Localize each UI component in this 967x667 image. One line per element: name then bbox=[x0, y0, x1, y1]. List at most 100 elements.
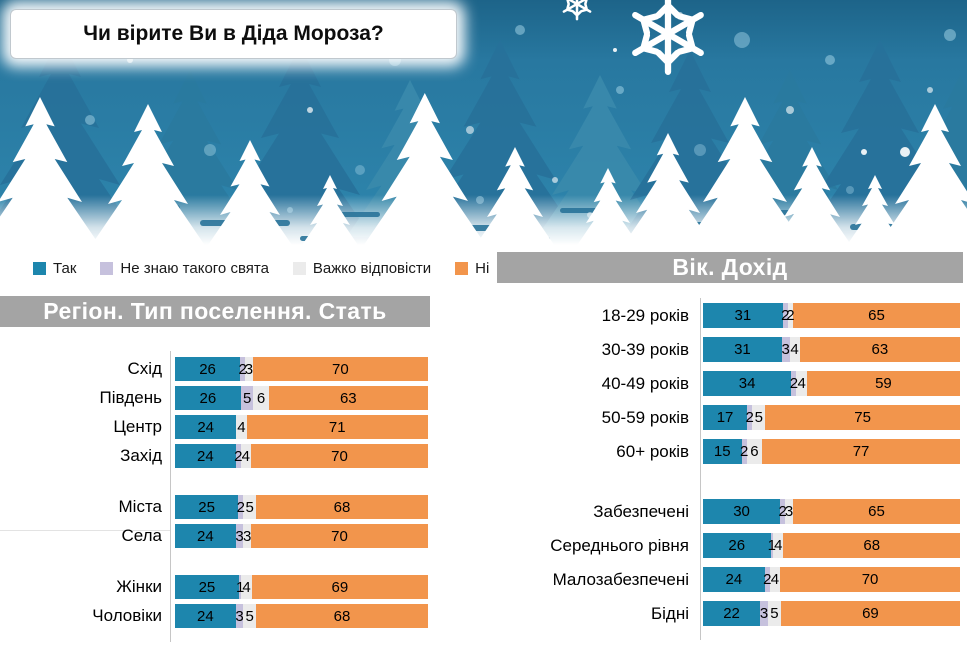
bar-value: 5 bbox=[245, 498, 254, 516]
bar-segment-ni: 69 bbox=[780, 601, 960, 626]
bar-value: 70 bbox=[331, 447, 348, 465]
legend-label: Так bbox=[53, 259, 77, 277]
bar-value: 34 bbox=[738, 375, 756, 392]
bar-value: 63 bbox=[871, 341, 889, 358]
bar-segment-ni: 77 bbox=[762, 439, 960, 464]
bar-segment-vazhko-vidpovisty: 5 bbox=[752, 405, 766, 430]
chart-region-settlement-gender: Схід 26 2 3 70 Південь 26 5 6 63 Центр 24 4 71 Захід 24… bbox=[0, 357, 430, 633]
chart-row: Міста 25 2 5 68 bbox=[0, 495, 430, 519]
bar-value: 3 bbox=[759, 605, 769, 622]
legend-swatch-icon bbox=[100, 261, 114, 275]
row-label: Села bbox=[121, 526, 162, 545]
bar-value: 65 bbox=[868, 307, 885, 324]
bar-value: 71 bbox=[328, 418, 346, 436]
bar-segment-tak: 30 bbox=[703, 499, 781, 524]
bar-track: 24 4 71 bbox=[175, 415, 428, 439]
legend-item: Важко відповісти bbox=[292, 260, 431, 277]
bar-segment-vazhko-vidpovisty: 3 bbox=[785, 499, 793, 524]
chart-row: 60+ років 15 2 6 77 bbox=[497, 439, 963, 464]
bar-segment-tak: 15 bbox=[703, 439, 742, 464]
row-label: Захід bbox=[120, 446, 162, 465]
row-label: Південь bbox=[99, 388, 162, 407]
row-label: 18-29 років bbox=[601, 306, 689, 325]
legend-label: Ні bbox=[475, 259, 490, 277]
bar-segment-ni: 65 bbox=[792, 303, 960, 328]
bar-track: 22 3 5 69 bbox=[703, 601, 960, 626]
bar-value: 59 bbox=[875, 375, 892, 392]
bar-value: 2 bbox=[739, 443, 749, 460]
bar-value: 69 bbox=[862, 605, 879, 622]
bar-value: 17 bbox=[716, 409, 734, 426]
bar-value: 3 bbox=[235, 607, 244, 625]
bar-value: 6 bbox=[256, 389, 266, 407]
bar-segment-vazhko-vidpovisty: 4 bbox=[236, 415, 247, 439]
bar-value: 31 bbox=[734, 307, 752, 324]
chart-row: Схід 26 2 3 70 bbox=[0, 357, 430, 381]
bar-value: 2 bbox=[781, 307, 790, 324]
row-label: Середнього рівня bbox=[550, 536, 689, 555]
bar-track: 26 1 4 68 bbox=[703, 533, 961, 558]
bar-segment-ne-znayu-svyata: 2 bbox=[763, 567, 772, 592]
bar-value: 2 bbox=[763, 571, 772, 588]
bar-value: 75 bbox=[854, 409, 871, 426]
bar-value: 3 bbox=[235, 527, 244, 545]
legend-item: Так bbox=[33, 260, 76, 277]
bar-value: 4 bbox=[237, 418, 246, 436]
bar-segment-ni: 70 bbox=[780, 567, 961, 592]
bar-segment-ni: 63 bbox=[268, 386, 429, 410]
bar-segment-tak: 24 bbox=[703, 567, 765, 592]
legend-label: Не знаю такого свята bbox=[120, 259, 269, 277]
bar-value: 2 bbox=[778, 503, 787, 520]
row-label: Малозабезпечені bbox=[552, 570, 689, 589]
bar-value: 1 bbox=[767, 537, 776, 554]
bar-segment-vazhko-vidpovisty: 4 bbox=[769, 567, 781, 592]
bar-value: 15 bbox=[713, 443, 731, 460]
chart-row: Середнього рівня 26 1 4 68 bbox=[497, 533, 963, 558]
bar-track: 31 3 4 63 bbox=[703, 337, 960, 362]
legend-item: Ні bbox=[455, 260, 489, 277]
bar-value: 22 bbox=[723, 605, 740, 622]
bar-value: 1 bbox=[236, 578, 245, 596]
bar-segment-vazhko-vidpovisty: 3 bbox=[243, 524, 251, 548]
bar-value: 5 bbox=[754, 409, 763, 426]
bar-segment-ni: 65 bbox=[792, 499, 960, 524]
bar-segment-ni: 63 bbox=[799, 337, 960, 362]
bar-value: 3 bbox=[242, 527, 252, 545]
bar-segment-ne-znayu-svyata: 3 bbox=[760, 601, 768, 626]
bar-value: 4 bbox=[797, 375, 806, 392]
chart-row: Бідні 22 3 5 69 bbox=[497, 601, 963, 626]
bar-track: 25 2 5 68 bbox=[175, 495, 429, 519]
winter-scene-graphic bbox=[0, 0, 967, 245]
bar-segment-ne-znayu-svyata: 2 bbox=[790, 371, 798, 396]
bar-segment-ne-znayu-svyata: 2 bbox=[778, 499, 787, 524]
bar-value: 5 bbox=[770, 605, 779, 622]
row-label: Центр bbox=[113, 417, 162, 436]
bar-value: 24 bbox=[197, 607, 214, 625]
left-chart-axis bbox=[170, 351, 171, 642]
bar-segment-ni: 68 bbox=[255, 495, 429, 519]
bar-track: 31 2 2 65 bbox=[703, 303, 960, 328]
bar-value: 4 bbox=[242, 578, 251, 596]
bar-segment-vazhko-vidpovisty: 4 bbox=[241, 575, 252, 599]
bar-segment-ne-znayu-svyata: 2 bbox=[236, 495, 245, 519]
bar-segment-ni: 70 bbox=[250, 524, 428, 548]
bar-value: 25 bbox=[198, 578, 216, 596]
bar-track: 25 1 4 69 bbox=[175, 575, 428, 599]
bar-value: 77 bbox=[852, 443, 870, 460]
chart-row: Центр 24 4 71 bbox=[0, 415, 430, 439]
row-label: 50-59 років bbox=[601, 408, 689, 427]
bar-track: 26 2 3 70 bbox=[175, 357, 428, 381]
bar-value: 6 bbox=[750, 443, 759, 460]
bar-segment-ne-znayu-svyata: 2 bbox=[781, 303, 790, 328]
bar-value: 3 bbox=[244, 360, 254, 378]
bar-value: 2 bbox=[236, 498, 245, 516]
bar-segment-vazhko-vidpovisty: 5 bbox=[767, 601, 781, 626]
chart-row: Захід 24 2 4 70 bbox=[0, 444, 430, 468]
bar-segment-tak: 26 bbox=[175, 357, 241, 381]
bar-segment-vazhko-vidpovisty: 4 bbox=[789, 337, 800, 362]
bar-segment-tak: 31 bbox=[703, 303, 783, 328]
bar-value: 4 bbox=[241, 447, 251, 465]
row-label: Міста bbox=[118, 497, 163, 516]
bar-segment-tak: 26 bbox=[175, 386, 241, 410]
